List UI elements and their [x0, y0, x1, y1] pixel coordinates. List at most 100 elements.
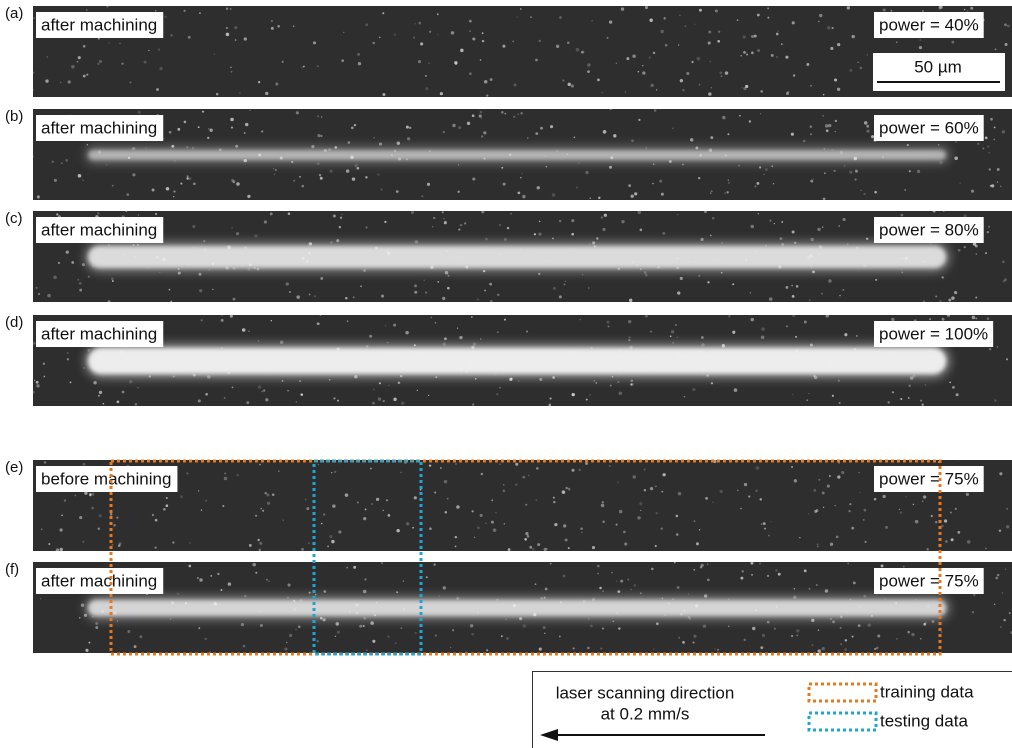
- speckle: [587, 70, 590, 73]
- speckle: [602, 228, 605, 231]
- speckle: [425, 75, 427, 77]
- speckle: [472, 37, 475, 40]
- speckle: [637, 516, 640, 519]
- speckle: [954, 156, 958, 160]
- speckle: [751, 574, 753, 576]
- speckle: [896, 41, 898, 43]
- speckle: [701, 336, 704, 339]
- speckle: [327, 545, 329, 547]
- speckle: [651, 568, 654, 571]
- speckle: [836, 536, 839, 539]
- speckle: [317, 66, 318, 67]
- speckle: [608, 325, 610, 327]
- speckle: [233, 298, 236, 301]
- speckle: [44, 376, 45, 377]
- speckle: [388, 514, 391, 517]
- speckle: [139, 635, 142, 638]
- speckle: [53, 276, 57, 280]
- speckle: [676, 533, 679, 536]
- speckle: [412, 527, 414, 529]
- speckle: [988, 226, 990, 228]
- speckle: [324, 590, 327, 593]
- speckle: [761, 336, 765, 340]
- speckle: [568, 83, 571, 86]
- speckle: [82, 263, 85, 266]
- speckle: [199, 12, 201, 14]
- speckle: [728, 315, 731, 318]
- speckle: [645, 274, 648, 277]
- panel-label: before machining: [41, 469, 171, 488]
- speckle: [203, 240, 205, 242]
- speckle: [631, 195, 634, 198]
- speckle: [874, 498, 877, 501]
- speckle: [499, 387, 501, 389]
- speckle: [826, 314, 829, 317]
- speckle: [935, 521, 937, 523]
- speckle: [793, 74, 795, 76]
- speckle: [678, 44, 679, 45]
- speckle: [848, 510, 850, 512]
- speckle: [508, 548, 511, 551]
- speckle: [266, 579, 268, 581]
- speckle: [79, 617, 80, 618]
- speckle: [474, 537, 475, 538]
- speckle: [177, 593, 179, 595]
- speckle: [743, 87, 746, 90]
- speckle: [130, 82, 132, 84]
- speckle: [595, 382, 597, 384]
- speckle: [915, 520, 919, 524]
- speckle: [221, 315, 223, 317]
- speckle: [834, 78, 837, 81]
- speckle: [613, 134, 616, 137]
- speckle: [571, 233, 574, 236]
- speckle: [990, 118, 993, 121]
- speckle: [786, 325, 788, 327]
- speckle: [535, 59, 538, 62]
- speckle: [236, 232, 239, 235]
- speckle: [810, 125, 813, 128]
- speckle: [457, 327, 458, 328]
- speckle: [425, 291, 427, 293]
- speckle: [617, 381, 619, 383]
- speckle: [649, 19, 652, 22]
- speckle: [908, 397, 910, 399]
- speckle: [1006, 508, 1008, 510]
- speckle: [655, 512, 657, 514]
- speckle: [418, 22, 421, 25]
- speckle: [263, 389, 265, 391]
- speckle: [243, 645, 246, 648]
- speckle: [828, 279, 831, 282]
- speckle: [333, 215, 336, 218]
- speckle: [355, 164, 358, 167]
- speckle: [824, 172, 826, 174]
- speckle: [892, 391, 894, 393]
- speckle: [320, 314, 322, 316]
- speckle: [761, 523, 762, 524]
- speckle: [469, 30, 471, 32]
- speckle: [506, 637, 509, 640]
- speckle: [381, 562, 383, 564]
- speckle: [794, 479, 797, 482]
- speckle: [899, 509, 900, 510]
- speckle: [1002, 130, 1005, 133]
- panel-letter: (d): [5, 314, 23, 331]
- speckle: [486, 649, 488, 651]
- speckle: [396, 591, 398, 593]
- speckle: [82, 179, 84, 181]
- speckle: [621, 7, 624, 10]
- speckle: [471, 316, 473, 318]
- speckle: [778, 573, 781, 576]
- speckle: [337, 631, 340, 634]
- speckle: [596, 237, 598, 239]
- speckle: [866, 129, 869, 132]
- speckle: [881, 564, 884, 567]
- speckle: [247, 195, 250, 198]
- speckle: [814, 510, 817, 513]
- speckle: [573, 647, 575, 649]
- speckle: [863, 519, 865, 521]
- speckle: [847, 6, 850, 9]
- speckle: [518, 380, 520, 382]
- speckle: [396, 529, 399, 532]
- speckle: [230, 8, 232, 10]
- speckle: [32, 89, 34, 91]
